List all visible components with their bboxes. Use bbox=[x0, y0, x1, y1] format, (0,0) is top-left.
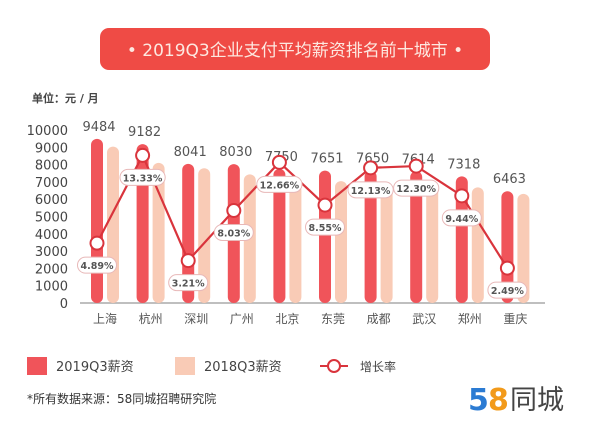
growth-rate-label-bg bbox=[256, 175, 303, 193]
bar-2019-value-label: 9182 bbox=[128, 125, 161, 140]
growth-rate-marker bbox=[499, 260, 515, 276]
growth-rate-label-bg bbox=[305, 218, 345, 236]
bar-2019 bbox=[455, 176, 468, 303]
growth-rate-label: 12.66% bbox=[260, 180, 300, 191]
bar-2019-value-label: 9484 bbox=[82, 120, 115, 135]
bar-2019 bbox=[136, 144, 149, 303]
bar-2019-value-label: 8030 bbox=[219, 145, 252, 160]
bar-2018 bbox=[426, 185, 439, 303]
chart-title: • 2019Q3企业支付平均薪资排名前十城市 • bbox=[127, 41, 463, 61]
y-tick-label: 1000 bbox=[35, 280, 68, 295]
legend-marker bbox=[327, 359, 341, 373]
y-tick-label: 6000 bbox=[35, 193, 68, 208]
bar-2019 bbox=[273, 168, 286, 303]
title-banner bbox=[100, 28, 490, 70]
svg-text:8: 8 bbox=[488, 383, 509, 418]
58-logo: 5 8 同城 bbox=[468, 383, 564, 418]
x-tick-label: 上海 bbox=[93, 311, 117, 326]
bar-2019 bbox=[91, 138, 103, 303]
y-tick-label: 3000 bbox=[35, 245, 68, 260]
bar-2019 bbox=[410, 171, 423, 303]
growth-rate-label-bg bbox=[77, 256, 117, 274]
bar-2019-value-label: 7318 bbox=[447, 157, 480, 172]
legend: 2019Q3薪资 2018Q3薪资 增长率 bbox=[27, 357, 396, 375]
x-tick-label: 深圳 bbox=[184, 312, 208, 326]
growth-rate-label-bg bbox=[213, 223, 254, 241]
growth-rate-marker bbox=[317, 197, 333, 213]
bar-2019-value-label: 7650 bbox=[356, 152, 389, 167]
svg-text:同城: 同城 bbox=[510, 385, 564, 416]
y-tick-label: 5000 bbox=[35, 211, 68, 226]
growth-rate-marker bbox=[135, 147, 151, 163]
growth-rate-label: 4.89% bbox=[81, 261, 114, 272]
unit-label: 单位：元 / 月 bbox=[32, 91, 99, 105]
y-tick-label: 2000 bbox=[35, 262, 68, 277]
growth-rate-marker bbox=[454, 188, 470, 204]
growth-rate-marker bbox=[363, 160, 379, 176]
y-tick-label: 10000 bbox=[27, 124, 68, 139]
growth-rate-label-bg bbox=[441, 209, 482, 227]
bar-2018 bbox=[289, 183, 302, 303]
bar-2019 bbox=[501, 191, 514, 303]
y-tick-label: 0 bbox=[60, 297, 68, 312]
x-tick-label: 东莞 bbox=[321, 312, 345, 326]
y-tick-label: 9000 bbox=[35, 141, 68, 156]
x-tick-label: 武汉 bbox=[412, 312, 436, 326]
growth-rate-marker bbox=[180, 253, 196, 269]
y-tick-label: 7000 bbox=[35, 176, 68, 191]
legend-swatch-2019 bbox=[27, 357, 47, 375]
growth-rate-label-bg bbox=[393, 179, 440, 197]
growth-rate-label: 3.21% bbox=[172, 279, 205, 290]
bar-2018 bbox=[198, 168, 211, 303]
y-tick-label: 8000 bbox=[35, 159, 68, 174]
bar-2019 bbox=[364, 170, 377, 303]
x-tick-label: 成都 bbox=[367, 312, 391, 326]
growth-rate-marker bbox=[271, 154, 287, 170]
growth-rate-label: 13.33% bbox=[123, 173, 163, 184]
bar-2019-value-label: 7651 bbox=[310, 152, 343, 167]
growth-rate-label-bg bbox=[487, 281, 528, 299]
bar-2018 bbox=[517, 193, 530, 303]
legend-label-2018: 2018Q3薪资 bbox=[204, 360, 282, 375]
bar-2018 bbox=[107, 146, 119, 303]
svg-text:5: 5 bbox=[468, 383, 489, 418]
source-note: *所有数据来源：58同城招聘研究院 bbox=[27, 391, 216, 406]
growth-rate-label: 2.49% bbox=[491, 286, 524, 297]
x-tick-label: 杭州 bbox=[139, 311, 163, 326]
x-tick-label: 重庆 bbox=[503, 312, 527, 326]
bar-2019-value-label: 8041 bbox=[174, 145, 207, 160]
bar-2019 bbox=[319, 170, 331, 303]
growth-rate-label: 9.44% bbox=[445, 214, 478, 225]
x-tick-label: 广州 bbox=[230, 312, 254, 326]
growth-rate-label: 8.03% bbox=[217, 228, 250, 239]
y-tick-label: 4000 bbox=[35, 228, 68, 243]
bar-2018 bbox=[335, 181, 347, 303]
growth-rate-marker bbox=[408, 158, 424, 174]
growth-rate-label-bg bbox=[347, 181, 394, 199]
growth-rate-marker bbox=[89, 235, 105, 251]
legend-label-2019: 2019Q3薪资 bbox=[56, 360, 134, 375]
bar-2019-value-label: 6463 bbox=[493, 172, 526, 187]
x-tick-label: 郑州 bbox=[458, 311, 482, 326]
legend-swatch-2018 bbox=[175, 357, 195, 375]
legend-label-rate: 增长率 bbox=[360, 359, 396, 374]
growth-rate-marker bbox=[226, 202, 242, 218]
growth-rate-label-bg bbox=[168, 274, 209, 292]
growth-rate-label-bg bbox=[119, 168, 166, 186]
growth-rate-label: 12.13% bbox=[351, 186, 391, 197]
bar-2018 bbox=[380, 184, 393, 303]
bar-2019 bbox=[182, 163, 195, 303]
growth-rate-label: 12.30% bbox=[396, 184, 436, 195]
growth-rate-label: 8.55% bbox=[309, 223, 342, 234]
x-tick-label: 北京 bbox=[275, 312, 299, 326]
bar-2018 bbox=[471, 187, 484, 303]
